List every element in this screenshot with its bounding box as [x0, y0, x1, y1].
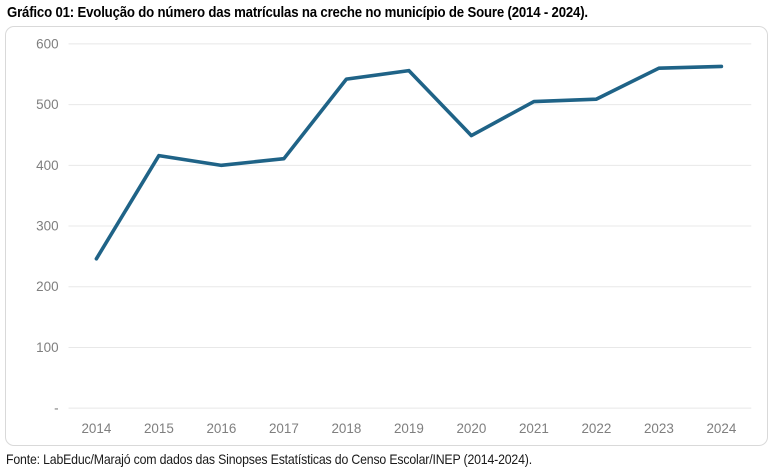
x-axis-tick-label: 2014	[81, 421, 111, 436]
x-axis-tick-label: 2017	[269, 421, 299, 436]
chart-source: Fonte: LabEduc/Marajó com dados das Sino…	[6, 451, 532, 467]
x-axis-tick-label: 2022	[581, 421, 611, 436]
y-axis-tick-label: 600	[36, 36, 58, 51]
x-axis-tick-label: 2018	[331, 421, 361, 436]
x-axis-tick-label: 2015	[144, 421, 174, 436]
x-axis-tick-label: 2024	[706, 421, 736, 436]
x-axis-tick-label: 2019	[394, 421, 424, 436]
x-axis-tick-label: 2023	[644, 421, 674, 436]
y-axis-tick-label: -	[54, 401, 58, 416]
y-axis-tick-label: 400	[36, 158, 58, 173]
y-axis-tick-label: 100	[36, 340, 58, 355]
y-axis-tick-label: 500	[36, 97, 58, 112]
y-axis-tick-label: 200	[36, 279, 58, 294]
y-axis-tick-label: 300	[36, 219, 58, 234]
chart-frame: 600 500 400 300 200 100 - 2014 2015 2016 2017 2018 2…	[5, 26, 768, 446]
x-axis-tick-label: 2021	[519, 421, 549, 436]
x-axis-tick-label: 2020	[456, 421, 486, 436]
chart-title: Gráfico 01: Evolução do número das matrí…	[7, 4, 588, 21]
x-axis-tick-label: 2016	[206, 421, 236, 436]
data-line-matriculas	[94, 64, 724, 261]
line-chart: 600 500 400 300 200 100 - 2014 2015 2016 2017 2018 2…	[36, 36, 752, 436]
